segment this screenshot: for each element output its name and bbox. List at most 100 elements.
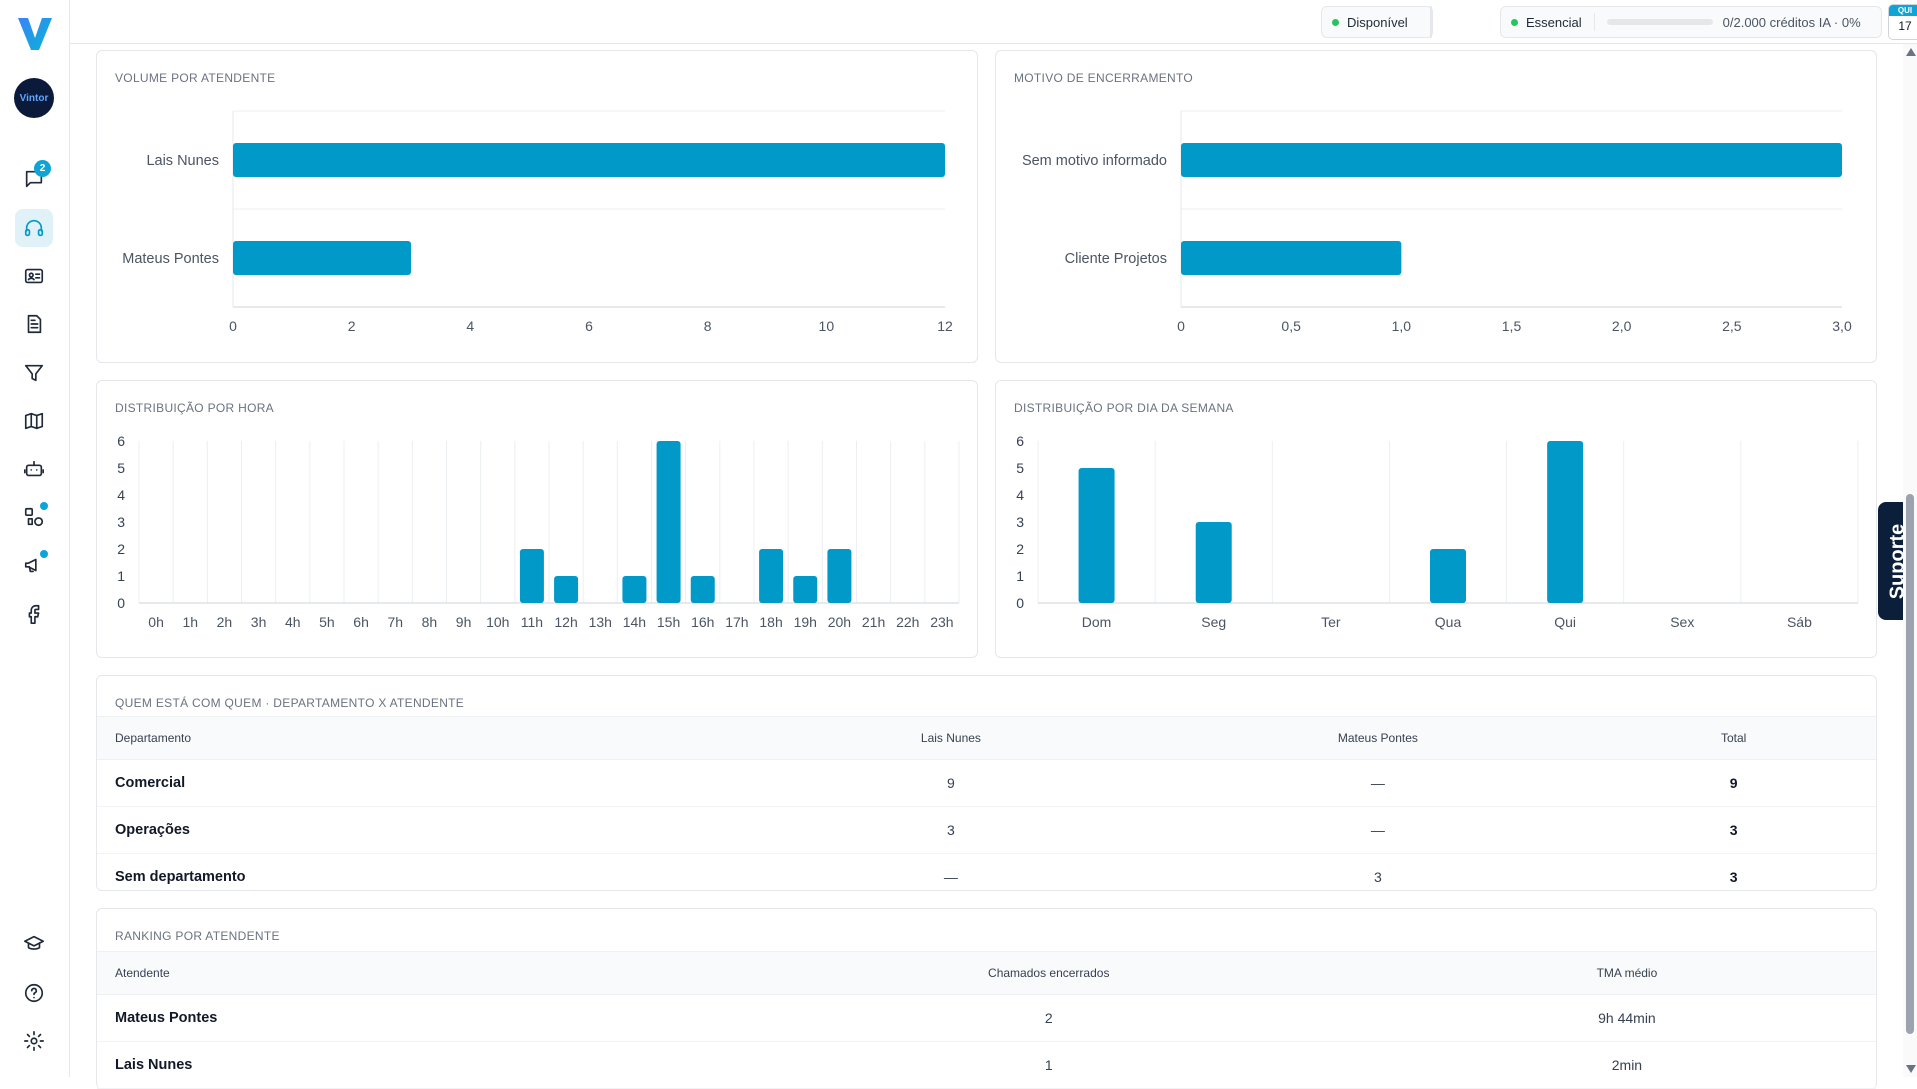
scroll-thumb[interactable]: [1906, 494, 1914, 1034]
table-header-row: Atendente Chamados encerrados TMA médio: [97, 951, 1876, 995]
scroll-down-arrow-icon[interactable]: [1906, 1065, 1916, 1073]
x-tick-label: 2,5: [1722, 318, 1742, 334]
table-cell: —: [943, 869, 958, 885]
map-icon: [24, 412, 44, 430]
table-cell: 9: [737, 759, 1165, 807]
y-tick-label: 4: [1016, 487, 1024, 503]
headset-icon: [24, 219, 44, 237]
bar: [1181, 241, 1402, 275]
top-header: Disponível Essencial: [70, 0, 1917, 44]
category-label: Lais Nunes: [146, 153, 219, 169]
y-tick-label: 5: [1016, 460, 1024, 476]
y-tick-label: 2: [117, 541, 125, 557]
x-tick-label: Seg: [1201, 614, 1226, 630]
table-row: Sem departamento — 3 3: [97, 854, 1876, 901]
table-cell: 9: [1591, 759, 1876, 807]
sidebar-item-academy[interactable]: [15, 925, 53, 963]
x-tick-label: Qua: [1435, 614, 1462, 630]
x-tick-label: 23h: [930, 614, 953, 630]
card-title: QUEM ESTÁ COM QUEM · DEPARTAMENTO X ATEN…: [115, 696, 465, 710]
sidebar-item-funnel[interactable]: [15, 354, 53, 392]
bar: [656, 441, 681, 603]
status-label: Disponível: [1347, 14, 1408, 30]
x-tick-label: 9h: [456, 614, 472, 630]
x-tick-label: 2h: [217, 614, 233, 630]
x-tick-label: 2: [348, 318, 356, 334]
table-row: Mateus Pontes 2 9h 44min: [97, 994, 1876, 1042]
table-cell: Operações: [97, 806, 738, 854]
bar: [233, 143, 945, 177]
y-tick-label: 3: [1016, 514, 1024, 530]
table-cell: Mateus Pontes: [97, 994, 720, 1042]
card-title: DISTRIBUIÇÃO POR DIA DA SEMANA: [1014, 401, 1234, 415]
sidebar-item-support-dashboard[interactable]: [15, 209, 53, 247]
x-tick-label: 10: [819, 318, 835, 334]
dept-table: Departamento Lais Nunes Mateus Pontes To…: [97, 716, 1876, 900]
sidebar-item-settings[interactable]: [15, 1022, 53, 1060]
x-tick-label: 7h: [387, 614, 403, 630]
x-tick-label: 8: [704, 318, 712, 334]
table-cell: —: [1164, 806, 1592, 854]
page-scrollbar[interactable]: [1903, 44, 1917, 1077]
x-tick-label: 14h: [623, 614, 646, 630]
sidebar-item-campaigns[interactable]: [15, 546, 53, 584]
x-tick-label: Sex: [1670, 614, 1694, 630]
y-tick-label: 0: [1016, 595, 1024, 611]
x-tick-label: 12: [937, 318, 953, 334]
app-logo[interactable]: [14, 12, 56, 54]
card-title: RANKING POR ATENDENTE: [115, 929, 280, 943]
bar: [1547, 441, 1584, 603]
table-cell: 2: [719, 994, 1378, 1042]
sidebar-item-bots[interactable]: [15, 450, 53, 488]
category-label: Mateus Pontes: [122, 251, 219, 267]
integrations-dot: [40, 502, 48, 510]
category-label: Cliente Projetos: [1065, 251, 1167, 267]
sidebar-item-facebook[interactable]: [15, 595, 53, 633]
scroll-up-arrow-icon[interactable]: [1906, 48, 1916, 56]
x-tick-label: 0: [229, 318, 237, 334]
x-tick-label: 0: [1177, 318, 1185, 334]
table-cell: —: [1164, 759, 1592, 807]
status-dot: [1332, 18, 1339, 26]
table-row: Lais Nunes 1 2min: [97, 1041, 1876, 1089]
table-cell: 3: [1373, 869, 1382, 885]
chat-badge: 2: [34, 160, 51, 177]
table-cell: Sem departamento: [115, 869, 246, 885]
sidebar-item-help[interactable]: [15, 974, 53, 1012]
bar: [1078, 468, 1115, 603]
sidebar-item-reports[interactable]: [15, 305, 53, 343]
table-cell: Comercial: [97, 759, 738, 807]
x-tick-label: 1,0: [1392, 318, 1412, 334]
y-tick-label: 6: [1016, 433, 1024, 449]
table-cell: 9h 44min: [1377, 994, 1876, 1042]
sidebar-item-integrations[interactable]: [15, 498, 53, 536]
credits-label: 0/2.000 créditos IA · 0%: [1722, 14, 1861, 30]
chart-hora: 0 1 2 3 4 5 6 0h 1h 2h 3h 4h 5h 6h 7h 8h 9h 10h 11h 12h 13h 1…: [117, 433, 960, 630]
document-icon: [27, 314, 42, 334]
x-tick-label: 1,5: [1502, 318, 1522, 334]
facebook-icon: [28, 604, 40, 624]
col-header: TMA médio: [1377, 951, 1876, 995]
workspace-avatar[interactable]: Vintor: [14, 78, 54, 118]
card-volume-por-atendente: VOLUME POR ATENDENTE Lais Nunes Mateus Po…: [96, 50, 978, 363]
x-tick-label: 5h: [319, 614, 335, 630]
sidebar-item-contacts[interactable]: [15, 257, 53, 295]
card-title: MOTIVO DE ENCERRAMENTO: [1014, 71, 1194, 85]
pill-spacer: [1430, 6, 1432, 38]
category-label: Sem motivo informado: [1022, 153, 1167, 169]
x-tick-label: 19h: [794, 614, 817, 630]
col-header: Atendente: [97, 951, 720, 995]
sidebar-item-map[interactable]: [15, 402, 53, 440]
plan-label: Essencial: [1526, 14, 1582, 30]
x-tick-label: Qui: [1554, 614, 1576, 630]
table-row: Comercial 9 — 9: [97, 759, 1876, 807]
chart-volume: Lais Nunes Mateus Pontes 0 2 4 6 8 10 12: [122, 110, 953, 334]
calendar-day-number: 17: [1898, 19, 1912, 33]
availability-status[interactable]: Disponível: [1321, 6, 1433, 38]
plan-credits[interactable]: Essencial 0/2.000 créditos IA · 0%: [1500, 6, 1882, 38]
card-ranking-por-atendente: RANKING POR ATENDENTE Atendente Chamados…: [96, 908, 1877, 1089]
col-header: Chamados encerrados: [719, 951, 1378, 995]
calendar-widget[interactable]: QUI 17: [1888, 4, 1917, 40]
card-title: DISTRIBUIÇÃO POR HORA: [115, 401, 274, 415]
sidebar-item-chats[interactable]: 2: [15, 160, 53, 198]
